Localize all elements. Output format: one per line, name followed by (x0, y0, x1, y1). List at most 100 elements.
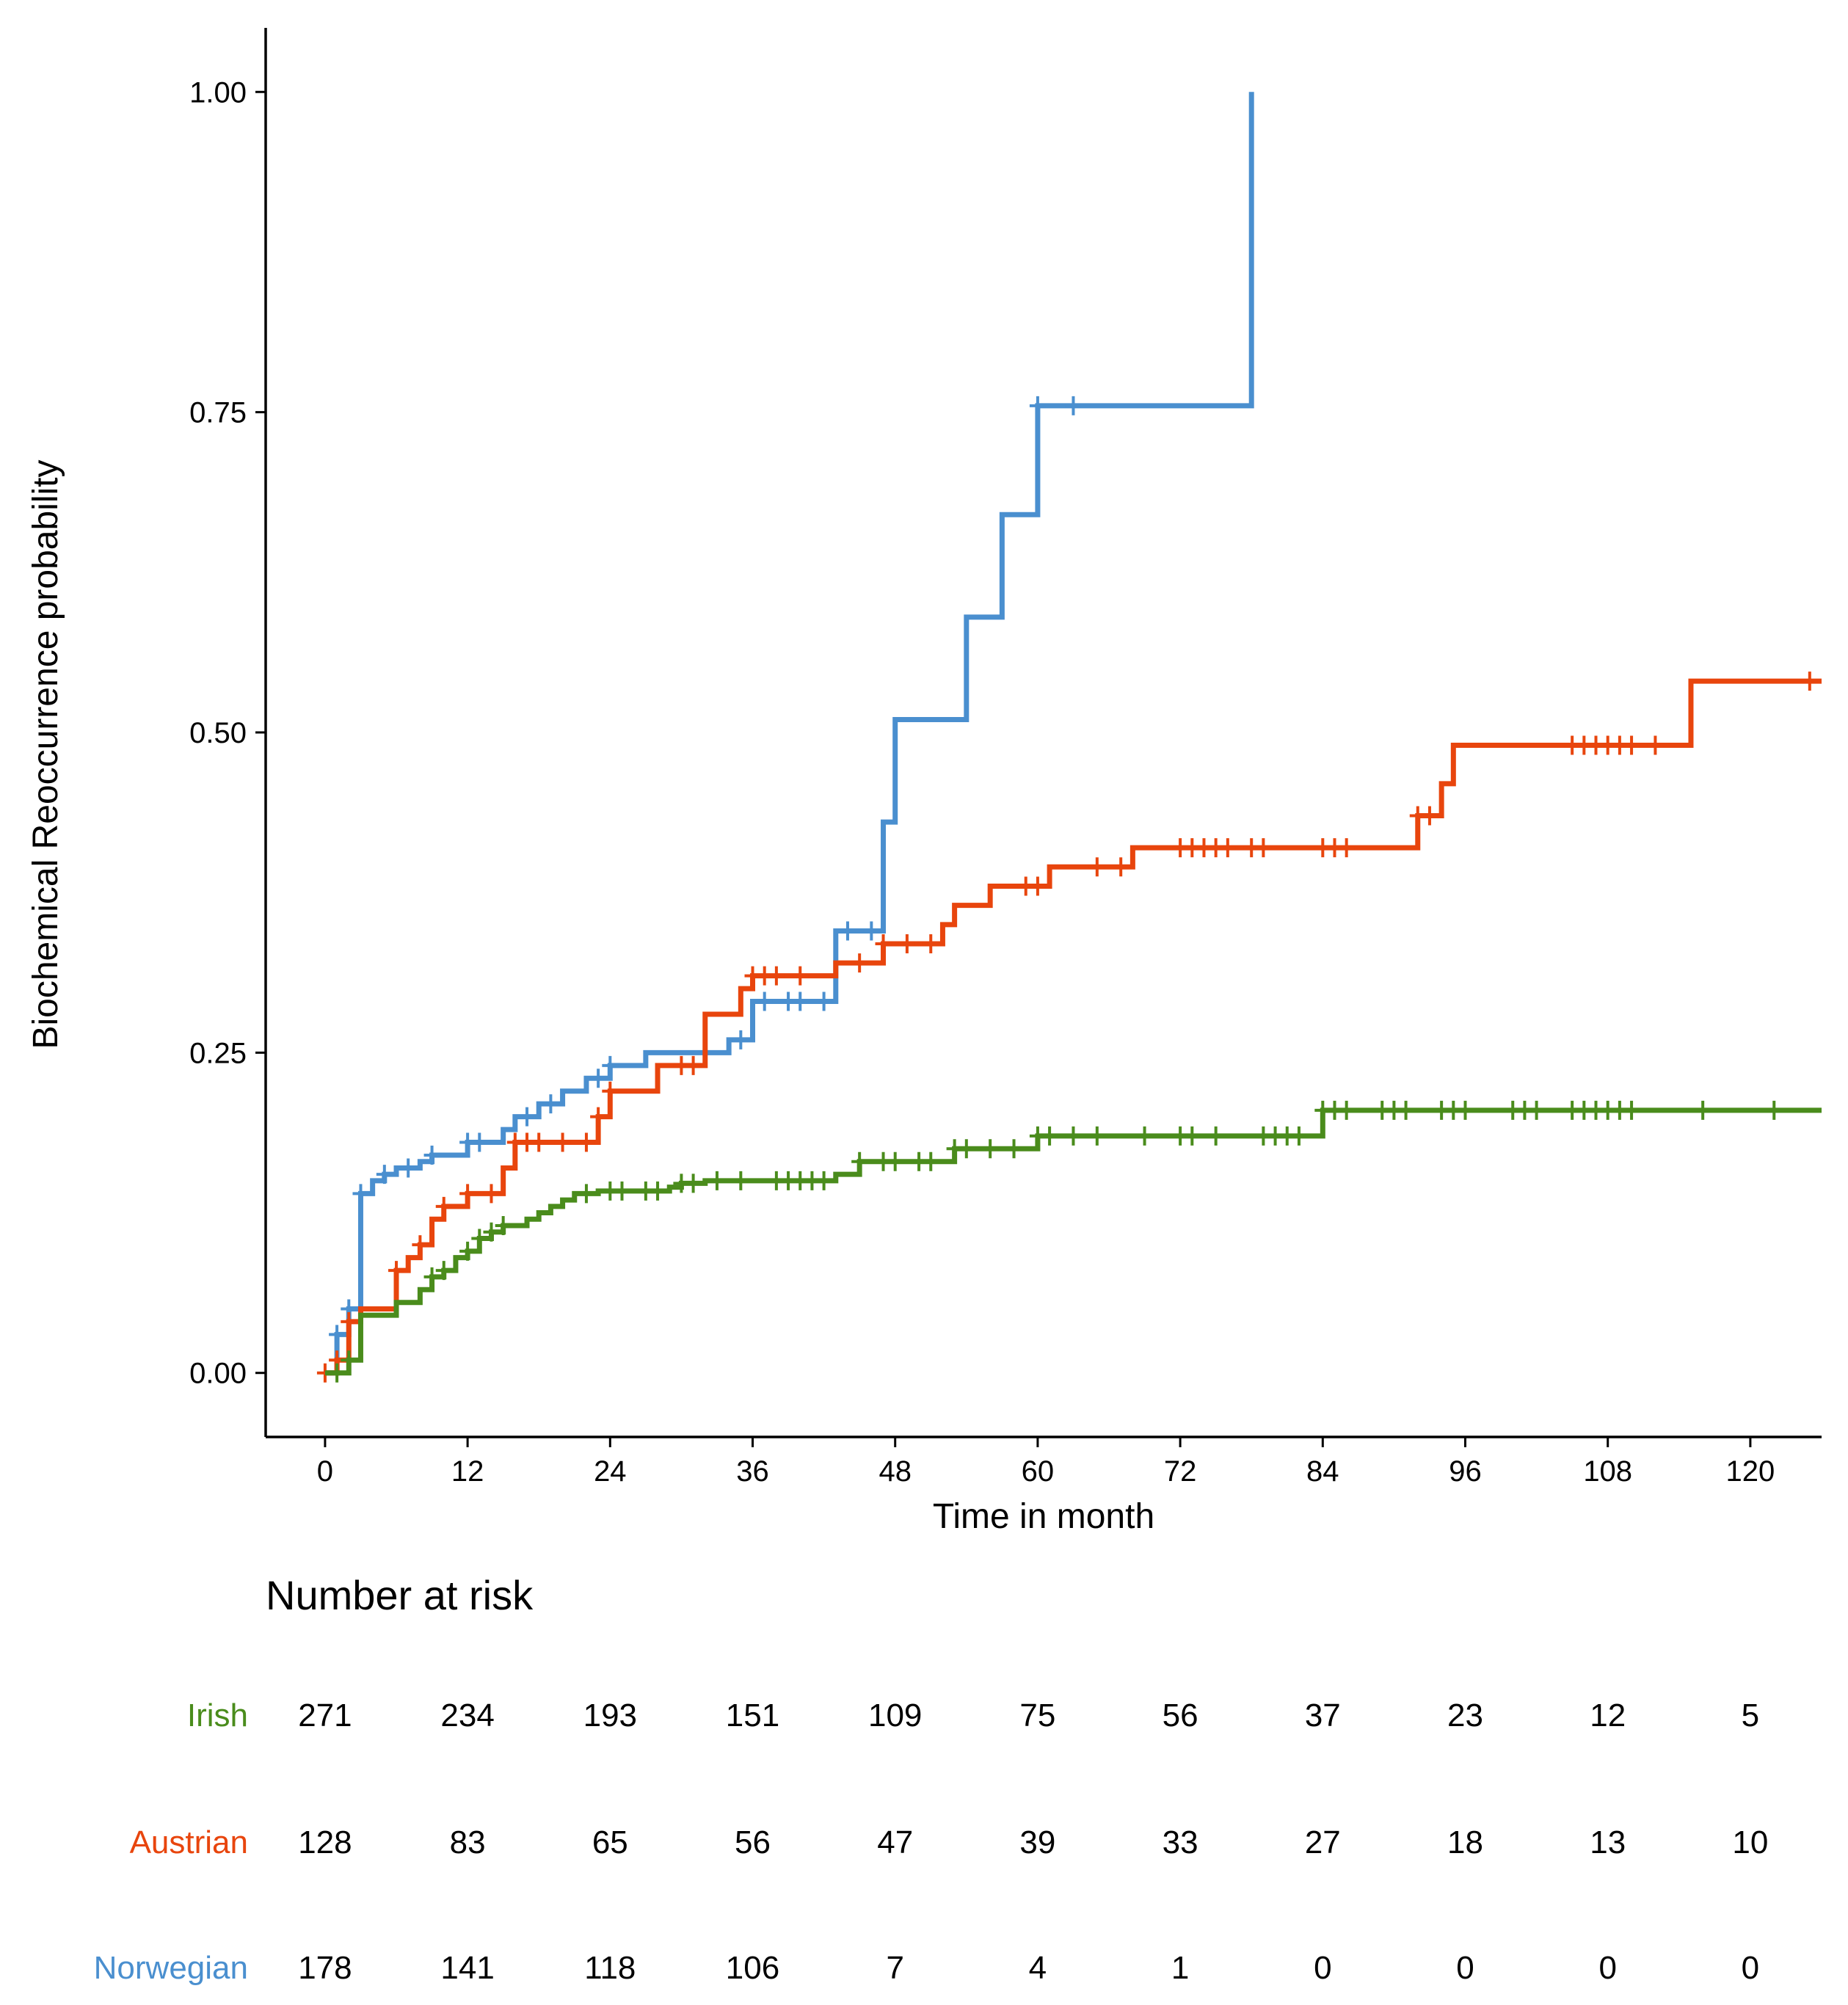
censor-mark-austrian (435, 1196, 452, 1216)
censor-mark-austrian (483, 1184, 500, 1204)
y-ticks: 0.00 0.25 0.50 0.75 1.00 (189, 76, 266, 1390)
censor-mark-austrian (590, 1107, 607, 1127)
survival-curves (316, 92, 1822, 1383)
curve-austrian (324, 678, 1822, 1376)
censor-mark-irish (1005, 1139, 1022, 1159)
y-axis-title: Biochemical Reoccurrence probability (26, 459, 65, 1049)
censor-mark-austrian (1255, 838, 1272, 858)
censor-mark-irish (1065, 1126, 1082, 1146)
censor-mark-irish (1528, 1100, 1545, 1120)
censor-mark-norwegian (1029, 396, 1046, 415)
risk-cell: 193 (583, 1697, 637, 1733)
x-tick-label: 48 (878, 1455, 912, 1488)
risk-cell: 7 (886, 1950, 903, 1986)
censor-mark-irish (732, 1171, 749, 1190)
y-tick-label: 0.50 (189, 717, 247, 749)
risk-cell: 234 (440, 1697, 494, 1733)
risk-cell: 0 (1314, 1950, 1331, 1986)
censor-mark-irish (495, 1216, 512, 1235)
censor-mark-irish (1457, 1100, 1474, 1120)
risk-cell: 10 (1732, 1824, 1768, 1860)
risk-cell: 47 (877, 1824, 913, 1860)
risk-cell: 13 (1590, 1824, 1626, 1860)
risk-cell: 83 (450, 1824, 486, 1860)
censor-mark-austrian (1421, 806, 1438, 826)
series-norwegian (324, 92, 1254, 1376)
risk-cell: 128 (298, 1824, 352, 1860)
risk-cell: 23 (1447, 1697, 1483, 1733)
censor-mark-norwegian (756, 991, 773, 1011)
censor-mark-irish (1290, 1126, 1307, 1146)
risk-row-irish: Irish 271 234 193 151 109 75 56 37 23 12 5 (187, 1697, 1759, 1733)
x-tick-label: 0 (317, 1455, 333, 1488)
risk-cell: 178 (298, 1950, 352, 1986)
censor-mark-austrian (1219, 838, 1236, 858)
censor-mark-austrian (851, 953, 868, 973)
censor-mark-irish (887, 1151, 903, 1171)
censor-mark-norwegian (863, 921, 880, 941)
risk-cell: 18 (1447, 1824, 1483, 1860)
censor-mark-irish (1766, 1100, 1783, 1120)
risk-group-label: Norwegian (94, 1950, 248, 1986)
censor-mark-austrian (1113, 857, 1129, 877)
censor-mark-austrian (923, 934, 939, 953)
risk-cell: 27 (1305, 1824, 1341, 1860)
x-tick-label: 120 (1726, 1455, 1775, 1488)
censor-mark-irish (1088, 1126, 1105, 1146)
censor-mark-irish (578, 1184, 594, 1204)
risk-cell: 109 (868, 1697, 922, 1733)
series-irish (324, 1100, 1822, 1383)
censor-mark-irish (982, 1139, 999, 1159)
censor-mark-irish (341, 1350, 357, 1370)
censor-mark-norwegian (352, 1184, 369, 1204)
risk-cell: 56 (735, 1824, 771, 1860)
censor-mark-irish (435, 1261, 452, 1281)
censor-mark-austrian (1647, 735, 1664, 755)
risk-cell: 12 (1590, 1697, 1626, 1733)
censor-mark-norwegian (542, 1094, 559, 1114)
risk-cell: 5 (1742, 1697, 1759, 1733)
y-tick-label: 0.25 (189, 1037, 247, 1069)
x-tick-label: 12 (451, 1455, 484, 1488)
risk-cell: 141 (440, 1950, 494, 1986)
censor-mark-austrian (412, 1235, 429, 1255)
censor-mark-austrian (1338, 838, 1355, 858)
risk-cell: 0 (1598, 1950, 1616, 1986)
risk-cell: 118 (584, 1950, 636, 1986)
series-austrian (316, 672, 1822, 1383)
censor-mark-irish (459, 1241, 476, 1261)
risk-group-label: Irish (187, 1697, 248, 1733)
censor-mark-austrian (792, 966, 809, 986)
censor-mark-irish (471, 1229, 488, 1248)
risk-cell: 106 (726, 1950, 779, 1986)
censor-mark-norwegian (376, 1165, 393, 1185)
risk-row-austrian: Austrian 128 83 65 56 47 39 33 27 18 13 10 (130, 1824, 1769, 1860)
risk-cell: 65 (592, 1824, 628, 1860)
censor-mark-irish (1338, 1100, 1355, 1120)
censor-mark-austrian (531, 1132, 548, 1152)
censor-mark-norwegian (329, 1325, 346, 1344)
censor-mark-norwegian (590, 1069, 607, 1088)
censor-mark-irish (1397, 1100, 1414, 1120)
censor-mark-irish (1695, 1100, 1711, 1120)
censor-mark-irish (1623, 1100, 1640, 1120)
censor-mark-norwegian (602, 1055, 619, 1075)
censor-mark-norwegian (471, 1132, 488, 1152)
risk-cell: 151 (726, 1697, 779, 1733)
x-tick-label: 108 (1583, 1455, 1632, 1488)
risk-cell: 56 (1163, 1697, 1198, 1733)
censor-mark-austrian (898, 934, 915, 953)
x-tick-label: 96 (1449, 1455, 1482, 1488)
y-tick-label: 1.00 (189, 76, 247, 109)
censor-mark-irish (923, 1151, 939, 1171)
y-tick-label: 0.75 (189, 397, 247, 429)
risk-cell: 33 (1163, 1824, 1198, 1860)
censor-mark-austrian (875, 934, 892, 953)
censor-mark-norwegian (400, 1158, 417, 1178)
risk-cell: 1 (1171, 1950, 1189, 1986)
risk-group-label: Austrian (130, 1824, 248, 1860)
x-tick-label: 60 (1022, 1455, 1055, 1488)
censor-mark-austrian (1029, 876, 1046, 896)
